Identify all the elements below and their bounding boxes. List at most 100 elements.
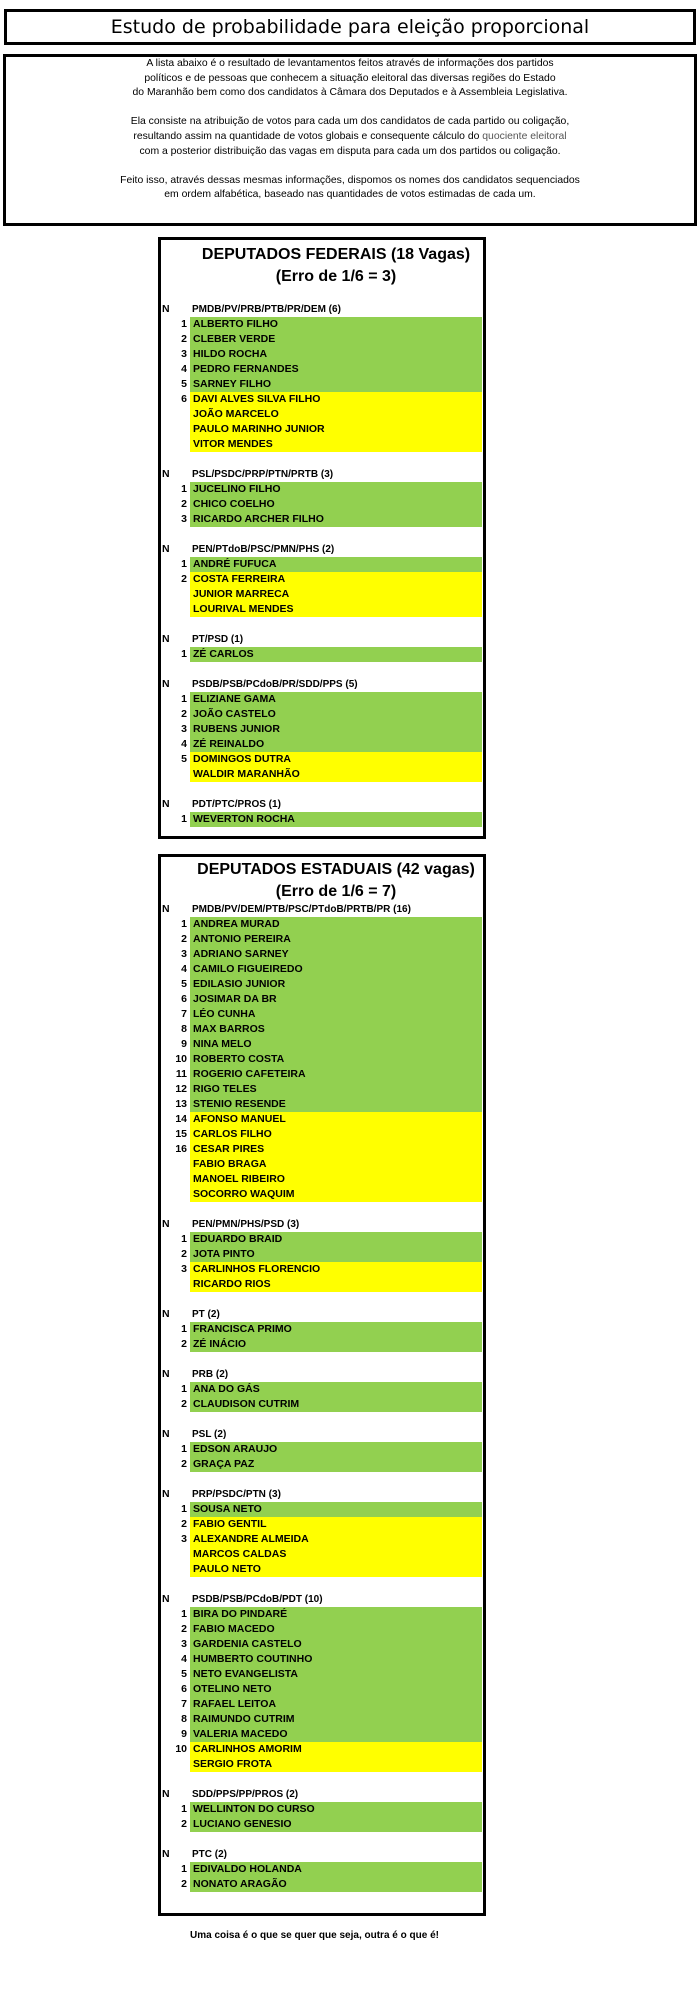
candidate-rank: 2: [181, 933, 187, 945]
footer-quote: Uma coisa é o que se quer que seja, outr…: [190, 1930, 439, 1941]
candidate-name: COSTA FERREIRA: [190, 572, 482, 587]
party-header: N PRB (2): [161, 1367, 483, 1382]
candidate-name: BIRA DO PINDARÉ: [190, 1607, 482, 1622]
candidate-row: 15 CARLOS FILHO: [161, 1127, 483, 1142]
candidate-row: 1 ZÉ CARLOS: [161, 647, 483, 662]
candidate-row: 2 FABIO GENTIL: [161, 1517, 483, 1532]
candidate-rank: 9: [181, 1728, 187, 1740]
candidate-row: 2 GRAÇA PAZ: [161, 1457, 483, 1472]
candidate-row: 16 CESAR PIRES: [161, 1142, 483, 1157]
spacer: [161, 662, 483, 677]
candidate-row: 2 JOTA PINTO: [161, 1247, 483, 1262]
candidate-name: DAVI ALVES SILVA FILHO: [190, 392, 482, 407]
candidate-row: 1 ALBERTO FILHO: [161, 317, 483, 332]
party-header: N PSDB/PSB/PCdoB/PDT (10): [161, 1592, 483, 1607]
candidate-name: STENIO RESENDE: [190, 1097, 482, 1112]
column-n-label: N: [162, 1368, 170, 1380]
candidate-row: 1 ANA DO GÁS: [161, 1382, 483, 1397]
column-n-label: N: [162, 633, 170, 645]
candidate-rank: 6: [181, 393, 187, 405]
candidate-name: ZÉ REINALDO: [190, 737, 482, 752]
candidate-rank: 2: [181, 1248, 187, 1260]
quociente-eleitoral-link[interactable]: quociente eleitoral: [482, 130, 567, 142]
candidate-row: 3 HILDO ROCHA: [161, 347, 483, 362]
candidate-row: 10 CARLINHOS AMORIM: [161, 1742, 483, 1757]
candidate-name: EDUARDO BRAID: [190, 1232, 482, 1247]
candidate-row: 1 WEVERTON ROCHA: [161, 812, 483, 827]
party-header: N PMDB/PV/DEM/PTB/PSC/PTdoB/PRTB/PR (16): [161, 902, 483, 917]
candidate-rank: 15: [175, 1128, 187, 1140]
candidate-name: EDSON ARAUJO: [190, 1442, 482, 1457]
candidate-row: FABIO BRAGA: [161, 1157, 483, 1172]
column-n-label: N: [162, 1788, 170, 1800]
candidate-rank: 1: [181, 1233, 187, 1245]
candidate-name: ANA DO GÁS: [190, 1382, 482, 1397]
spacer: [161, 1352, 483, 1367]
candidate-row: WALDIR MARANHÃO: [161, 767, 483, 782]
candidate-rank: 16: [175, 1143, 187, 1155]
party-name: PTC (2): [192, 1849, 227, 1860]
candidate-row: 10 ROBERTO COSTA: [161, 1052, 483, 1067]
candidate-name: OTELINO NETO: [190, 1682, 482, 1697]
candidate-name: SOCORRO WAQUIM: [190, 1187, 482, 1202]
candidate-name: FRANCISCA PRIMO: [190, 1322, 482, 1337]
section-title: DEPUTADOS ESTADUAIS (42 vagas): [197, 861, 475, 878]
candidate-name: JOSIMAR DA BR: [190, 992, 482, 1007]
candidate-rank: 1: [181, 483, 187, 495]
candidate-row: 4 HUMBERTO COUTINHO: [161, 1652, 483, 1667]
candidate-rank: 3: [181, 348, 187, 360]
party-name: PT (2): [192, 1309, 220, 1320]
candidate-rank: 1: [181, 918, 187, 930]
candidate-row: 2 FABIO MACEDO: [161, 1622, 483, 1637]
spacer: [161, 1772, 483, 1787]
candidate-name: ADRIANO SARNEY: [190, 947, 482, 962]
intro-line: do Maranhão bem como dos candidatos à Câ…: [132, 87, 568, 99]
candidate-name: CHICO COELHO: [190, 497, 482, 512]
party-header: N PT/PSD (1): [161, 632, 483, 647]
candidate-rank: 6: [181, 993, 187, 1005]
party-name: PSDB/PSB/PCdoB/PDT (10): [192, 1594, 323, 1605]
party-name: PSDB/PSB/PCdoB/PR/SDD/PPS (5): [192, 679, 358, 690]
candidate-row: 2 ANTONIO PEREIRA: [161, 932, 483, 947]
candidate-name: MANOEL RIBEIRO: [190, 1172, 482, 1187]
candidate-name: JOÃO MARCELO: [190, 407, 482, 422]
party-header: N PSL (2): [161, 1427, 483, 1442]
candidate-row: 11 ROGERIO CAFETEIRA: [161, 1067, 483, 1082]
candidate-rank: 6: [181, 1683, 187, 1695]
candidate-row: 4 ZÉ REINALDO: [161, 737, 483, 752]
candidate-row: MARCOS CALDAS: [161, 1547, 483, 1562]
candidate-rank: 11: [175, 1068, 187, 1080]
candidate-rank: 1: [181, 1608, 187, 1620]
candidate-rank: 14: [175, 1113, 187, 1125]
column-n-label: N: [162, 1308, 170, 1320]
candidate-row: 3 RUBENS JUNIOR: [161, 722, 483, 737]
candidate-rank: 2: [181, 498, 187, 510]
candidate-name: DOMINGOS DUTRA: [190, 752, 482, 767]
candidate-name: JUNIOR MARRECA: [190, 587, 482, 602]
column-n-label: N: [162, 1218, 170, 1230]
party-header: N PEN/PTdoB/PSC/PMN/PHS (2): [161, 542, 483, 557]
candidate-row: 14 AFONSO MANUEL: [161, 1112, 483, 1127]
candidate-name: CARLINHOS FLORENCIO: [190, 1262, 482, 1277]
candidate-row: 2 LUCIANO GENESIO: [161, 1817, 483, 1832]
candidate-name: ELIZIANE GAMA: [190, 692, 482, 707]
party-name: PMDB/PV/PRB/PTB/PR/DEM (6): [192, 304, 341, 315]
candidate-rank: 1: [181, 318, 187, 330]
candidate-name: SERGIO FROTA: [190, 1757, 482, 1772]
spacer: [161, 1412, 483, 1427]
candidate-row: LOURIVAL MENDES: [161, 602, 483, 617]
candidate-row: 13 STENIO RESENDE: [161, 1097, 483, 1112]
candidate-row: 1 EDUARDO BRAID: [161, 1232, 483, 1247]
intro-paragraph-1: A lista abaixo é o resultado de levantam…: [6, 57, 694, 101]
intro-text: A lista abaixo é o resultado de levantam…: [3, 54, 697, 226]
candidate-row: 7 RAFAEL LEITOA: [161, 1697, 483, 1712]
spacer: [161, 452, 483, 467]
candidate-row: 9 NINA MELO: [161, 1037, 483, 1052]
candidate-rank: 2: [181, 1398, 187, 1410]
candidate-name: SOUSA NETO: [190, 1502, 482, 1517]
candidate-name: ZÉ CARLOS: [190, 647, 482, 662]
party-groups: N PMDB/PV/DEM/PTB/PSC/PTdoB/PRTB/PR (16) 1…: [161, 902, 483, 1892]
candidate-name: SARNEY FILHO: [190, 377, 482, 392]
candidate-name: ALEXANDRE ALMEIDA: [190, 1532, 482, 1547]
candidate-row: JUNIOR MARRECA: [161, 587, 483, 602]
